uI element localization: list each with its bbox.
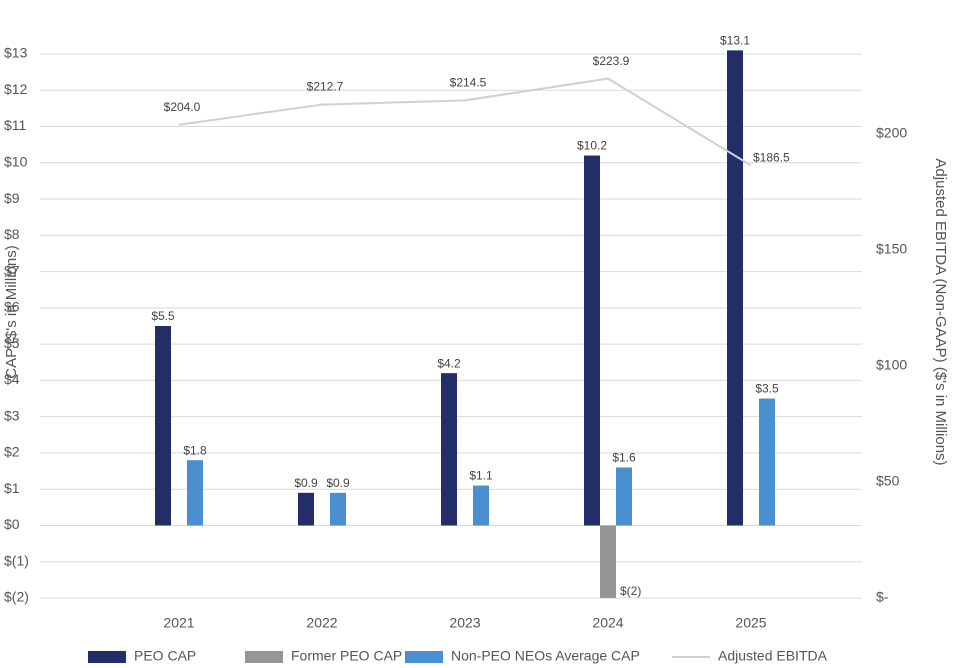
legend-label: PEO CAP	[134, 648, 196, 664]
data-label: $223.9	[593, 54, 630, 68]
data-label: $0.9	[326, 476, 350, 490]
y2-tick-label: $150	[876, 241, 907, 257]
y2-tick-label: $200	[876, 125, 907, 141]
y2-tick-label: $-	[876, 589, 889, 605]
data-label: $13.1	[720, 34, 750, 48]
legend-swatch	[405, 651, 443, 663]
bar	[600, 525, 616, 598]
bar	[330, 492, 346, 526]
y-tick-label: $2	[4, 444, 20, 460]
x-tick-label: 2022	[306, 615, 337, 631]
y-tick-label: $12	[4, 81, 28, 97]
bar	[441, 373, 457, 526]
legend-swatch	[245, 651, 283, 663]
bar	[759, 398, 775, 526]
bar	[298, 492, 314, 526]
y-tick-label: $(2)	[4, 589, 29, 605]
x-tick-label: 2023	[449, 615, 480, 631]
y2-axis-title: Adjusted EBITDA (Non-GAAP) ($'s in Milli…	[932, 158, 949, 465]
data-label: $4.2	[437, 356, 461, 370]
y-tick-label: $9	[4, 190, 20, 206]
data-label: $204.0	[164, 100, 201, 114]
y-tick-label: $0	[4, 516, 20, 532]
y-axis-title: CAP ($'s in Millions)	[3, 245, 20, 378]
bar	[187, 460, 203, 526]
x-tick-label: 2025	[735, 615, 766, 631]
y-tick-label: $3	[4, 407, 20, 423]
y-tick-label: $1	[4, 480, 20, 496]
y-tick-label: $8	[4, 226, 20, 242]
y-tick-label: $4	[4, 371, 20, 387]
bar	[584, 155, 600, 526]
x-tick-label: 2021	[163, 615, 194, 631]
y-tick-label: $11	[4, 117, 27, 133]
data-label: $1.1	[469, 469, 493, 483]
data-label: $1.6	[612, 451, 636, 465]
data-label: $5.5	[151, 309, 175, 323]
legend-swatch	[88, 651, 126, 663]
y-tick-label: $7	[4, 262, 20, 278]
y-tick-label: $(1)	[4, 552, 29, 568]
data-label: $186.5	[753, 151, 790, 165]
data-label: $(2)	[620, 584, 641, 598]
legend-label: Former PEO CAP	[291, 648, 402, 664]
y-tick-label: $5	[4, 335, 20, 351]
data-label: $212.7	[307, 80, 344, 94]
y-tick-label: $10	[4, 154, 28, 170]
bar	[473, 485, 489, 526]
bar	[616, 467, 632, 526]
data-label: $1.8	[183, 443, 207, 457]
data-label: $10.2	[577, 139, 607, 153]
bar	[727, 50, 743, 526]
data-label: $0.9	[294, 476, 318, 490]
y2-tick-label: $50	[876, 473, 900, 489]
legend-label: Adjusted EBITDA	[718, 648, 828, 664]
bar	[155, 326, 171, 526]
y-tick-label: $13	[4, 45, 28, 61]
y2-tick-label: $100	[876, 357, 907, 373]
legend-label: Non-PEO NEOs Average CAP	[451, 648, 640, 664]
data-label: $214.5	[450, 76, 487, 90]
line	[178, 77, 752, 167]
y-tick-label: $6	[4, 299, 20, 315]
data-label: $3.5	[755, 382, 779, 396]
x-tick-label: 2024	[592, 615, 623, 631]
